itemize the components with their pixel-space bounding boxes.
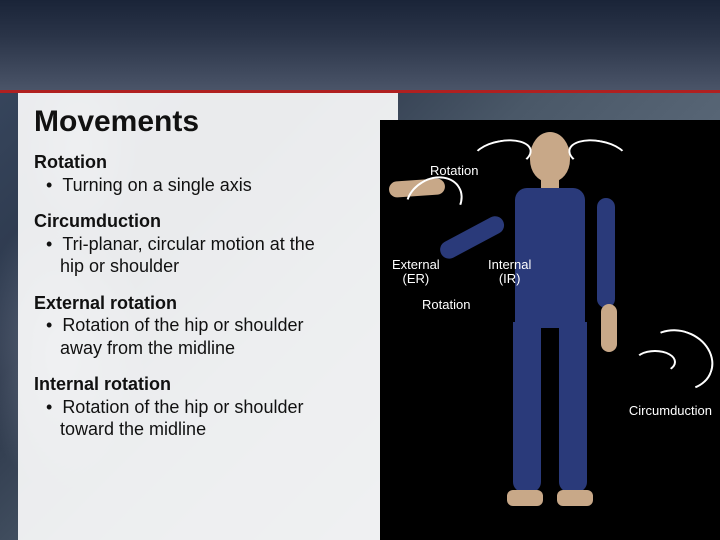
figure-head [530, 132, 570, 182]
figure-foot-left [507, 490, 543, 506]
figure-foot-right [557, 490, 593, 506]
slide-title: Movements [34, 105, 398, 139]
section-rotation: Rotation • Turning on a single axis [34, 151, 324, 196]
label-circumduction: Circumduction [629, 404, 712, 418]
section-bullet: • Turning on a single axis [34, 174, 324, 197]
section-bullet: • Tri-planar, circular motion at the hip… [34, 233, 324, 278]
label-internal: Internal (IR) [488, 258, 531, 287]
section-head: External rotation [34, 292, 324, 315]
bullet-text: Rotation of the hip or shoulder toward t… [60, 397, 303, 440]
content-panel: Movements Rotation • Turning on a single… [18, 93, 398, 540]
bullet-text: Rotation of the hip or shoulder away fro… [60, 315, 303, 358]
figure-forearm-right [601, 304, 617, 352]
label-rotation-head: Rotation [430, 164, 478, 178]
section-circumduction: Circumduction • Tri-planar, circular mot… [34, 210, 324, 278]
section-external-rotation: External rotation • Rotation of the hip … [34, 292, 324, 360]
label-external: External (ER) [392, 258, 440, 287]
section-head: Internal rotation [34, 373, 324, 396]
section-bullet: • Rotation of the hip or shoulder toward… [34, 396, 324, 441]
section-head: Rotation [34, 151, 324, 174]
anatomy-figure: Rotation External (ER) Internal (IR) Rot… [380, 120, 720, 540]
label-rotation-hand: Rotation [422, 298, 470, 312]
section-bullet: • Rotation of the hip or shoulder away f… [34, 314, 324, 359]
section-head: Circumduction [34, 210, 324, 233]
figure-arm-right [597, 198, 615, 308]
bullet-text: Tri-planar, circular motion at the hip o… [60, 234, 315, 277]
circumduction-arc [634, 319, 720, 400]
figure-leg-right [559, 322, 587, 492]
human-figure [495, 132, 605, 512]
figure-leg-left [513, 322, 541, 492]
top-band [0, 0, 720, 90]
section-internal-rotation: Internal rotation • Rotation of the hip … [34, 373, 324, 441]
bullet-text: Turning on a single axis [62, 175, 251, 195]
